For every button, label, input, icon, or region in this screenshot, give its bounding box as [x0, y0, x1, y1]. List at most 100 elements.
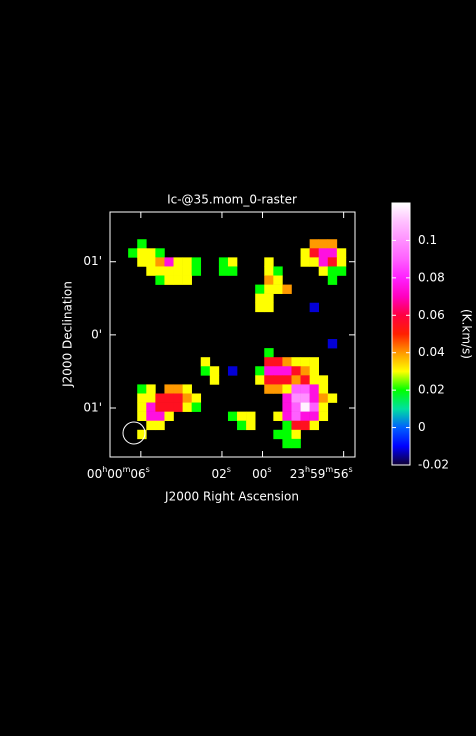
pixel	[155, 266, 165, 276]
pixel	[318, 375, 329, 385]
pixel	[300, 357, 310, 367]
pixel	[273, 375, 283, 385]
pixel	[182, 266, 192, 276]
pixel	[164, 266, 174, 276]
pixel	[264, 357, 274, 367]
pixel	[291, 411, 301, 422]
pixel	[137, 402, 147, 412]
pixel	[291, 375, 301, 385]
pixel	[155, 411, 165, 422]
pixel	[309, 384, 320, 394]
pixel	[282, 438, 292, 449]
pixel	[291, 420, 301, 431]
colorbar-tick-label: 0.1	[418, 233, 437, 247]
pixel	[327, 266, 338, 276]
pixel	[255, 293, 265, 304]
pixel	[164, 393, 174, 403]
pixel	[273, 284, 283, 294]
pixel	[191, 257, 202, 267]
pixel	[155, 275, 165, 285]
pixel	[227, 257, 238, 267]
chart-title: Ic-@35.mom_0-raster	[167, 193, 297, 207]
pixel	[155, 248, 165, 258]
pixel	[273, 429, 283, 440]
pixel	[309, 248, 320, 258]
pixel	[282, 375, 292, 385]
pixel	[300, 420, 310, 431]
pixel	[255, 284, 265, 294]
raster	[128, 239, 347, 449]
pixel	[273, 384, 283, 394]
pixel	[282, 393, 292, 403]
pixel	[173, 266, 183, 276]
pixel	[300, 375, 310, 385]
pixel	[309, 375, 320, 385]
pixel	[273, 266, 283, 276]
pixel	[282, 429, 292, 440]
pixel	[182, 402, 192, 412]
pixel	[291, 357, 301, 367]
pixel	[309, 366, 320, 376]
pixel	[191, 402, 202, 412]
x-tick-label: 00h00m06s	[87, 465, 150, 481]
pixel	[137, 429, 147, 440]
pixel	[264, 348, 274, 358]
pixel	[255, 302, 265, 313]
pixel	[264, 293, 274, 304]
pixel	[164, 411, 174, 422]
colorbar-tick-label: 0.04	[418, 345, 445, 359]
pixel	[155, 393, 165, 403]
y-axis-label: J2000 Declination	[61, 281, 75, 388]
y-tick-label: 0'	[91, 327, 102, 341]
colorbar-label: (K.km/s)	[460, 309, 474, 359]
pixel	[137, 239, 147, 249]
x-tick-label: 00s	[252, 465, 271, 481]
pixel	[173, 393, 183, 403]
pixel	[200, 366, 211, 376]
colorbar-tick-label: 0	[418, 420, 426, 434]
pixel	[309, 420, 320, 431]
pixel	[182, 275, 192, 285]
pixel	[291, 393, 301, 403]
y-tick-label: 01'	[83, 254, 102, 268]
pixel	[182, 257, 192, 267]
pixel	[282, 384, 292, 394]
pixel	[227, 366, 238, 376]
colorbar-tick-label: 0.06	[418, 308, 445, 322]
pixel	[264, 284, 274, 294]
pixel	[227, 266, 238, 276]
pixel	[273, 357, 283, 367]
pixel	[336, 257, 347, 267]
pixel	[155, 420, 165, 431]
pixel	[300, 248, 310, 258]
pixel	[327, 248, 338, 258]
pixel	[146, 248, 156, 258]
pixel	[318, 239, 329, 249]
pixel	[264, 266, 274, 276]
pixel	[318, 266, 329, 276]
pixel	[327, 339, 338, 349]
pixel	[300, 257, 310, 267]
pixel	[137, 393, 147, 403]
pixel	[146, 420, 156, 431]
pixel	[264, 275, 274, 285]
pixel	[291, 429, 301, 440]
pixel	[255, 366, 265, 376]
pixel	[327, 393, 338, 403]
pixel	[146, 393, 156, 403]
pixel	[173, 402, 183, 412]
pixel	[218, 266, 229, 276]
pixel	[182, 384, 192, 394]
pixel	[318, 411, 329, 422]
pixel	[282, 411, 292, 422]
pixel	[137, 411, 147, 422]
pixel	[237, 411, 247, 422]
pixel	[273, 411, 283, 422]
pixel	[300, 366, 310, 376]
pixel	[137, 257, 147, 267]
pixel	[336, 248, 347, 258]
pixel	[300, 393, 310, 403]
pixel	[137, 248, 147, 258]
